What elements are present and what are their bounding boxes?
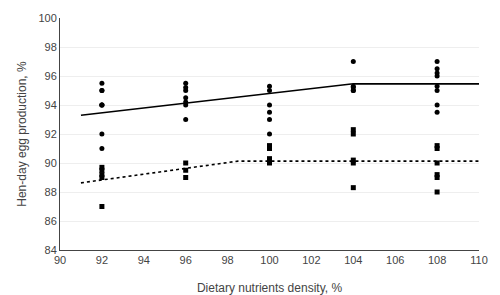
- svg-text:98: 98: [45, 41, 57, 53]
- svg-text:108: 108: [428, 254, 446, 266]
- svg-text:88: 88: [45, 186, 57, 198]
- svg-text:98: 98: [221, 254, 233, 266]
- svg-text:92: 92: [96, 254, 108, 266]
- svg-text:104: 104: [344, 254, 362, 266]
- svg-text:Hen-day egg production, %: Hen-day egg production, %: [15, 61, 29, 207]
- svg-text:106: 106: [386, 254, 404, 266]
- svg-text:102: 102: [302, 254, 320, 266]
- svg-text:100: 100: [260, 254, 278, 266]
- svg-text:110: 110: [470, 254, 488, 266]
- svg-text:94: 94: [138, 254, 150, 266]
- svg-text:96: 96: [180, 254, 192, 266]
- svg-text:86: 86: [45, 215, 57, 227]
- svg-text:92: 92: [45, 128, 57, 140]
- svg-text:Dietary nutrients density, %: Dietary nutrients density, %: [197, 281, 343, 295]
- svg-text:100: 100: [38, 12, 56, 24]
- svg-text:90: 90: [45, 157, 57, 169]
- svg-text:90: 90: [54, 254, 66, 266]
- svg-text:84: 84: [45, 244, 57, 256]
- svg-text:96: 96: [45, 70, 57, 82]
- svg-text:94: 94: [45, 99, 57, 111]
